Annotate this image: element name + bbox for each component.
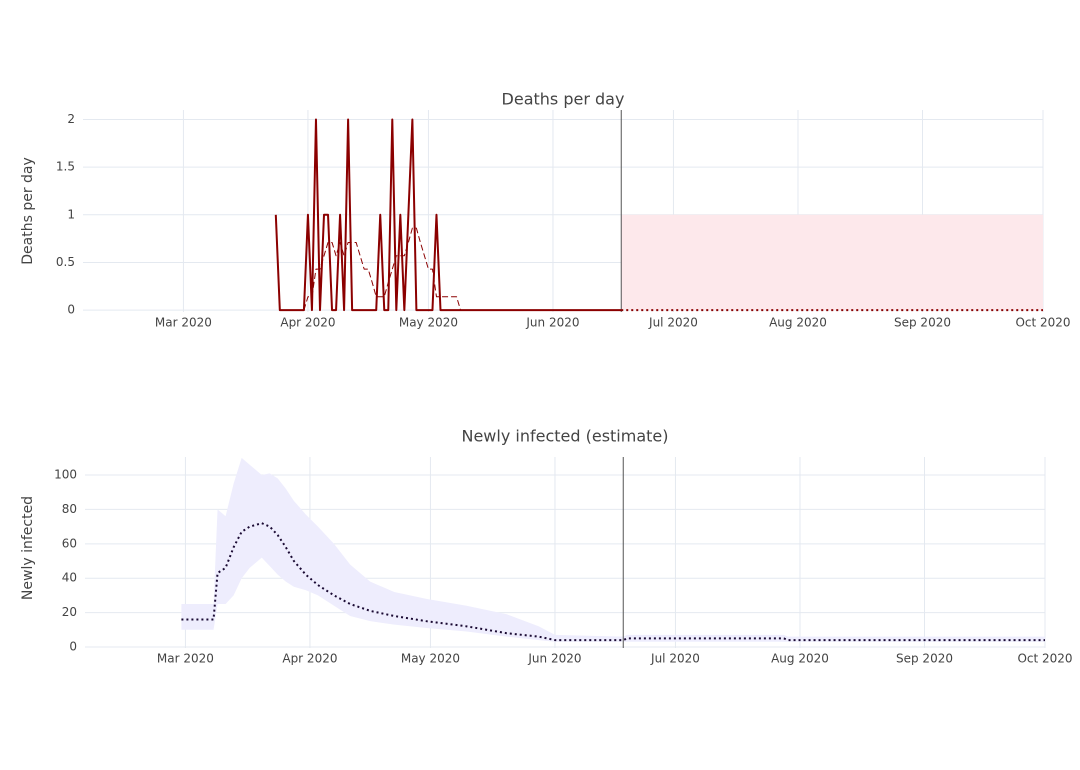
x-tick-label: Jul 2020 [650,652,700,666]
uncertainty-band [181,457,1045,642]
x-tick-label: Sep 2020 [894,316,951,330]
x-tick-label: Mar 2020 [157,652,214,666]
x-tick-label: Jun 2020 [525,316,579,330]
y-tick-label: 40 [62,571,77,585]
x-tick-label: Sep 2020 [896,652,953,666]
y-tick-label: 20 [62,605,77,619]
x-tick-label: Aug 2020 [769,316,827,330]
y-tick-label: 1.5 [56,160,75,174]
x-tick-label: Oct 2020 [1017,652,1072,666]
y-tick-label: 0 [67,303,75,317]
x-tick-label: May 2020 [399,316,458,330]
series-line [274,118,622,312]
y-tick-label: 0 [69,639,77,653]
x-tick-label: Mar 2020 [155,316,212,330]
y-tick-label: 1 [67,207,75,221]
x-tick-label: Jul 2020 [648,316,698,330]
y-axis-title: Deaths per day [20,157,36,265]
y-tick-label: 2 [67,112,75,126]
series-line [303,227,622,311]
x-tick-label: Oct 2020 [1015,316,1070,330]
x-tick-label: Apr 2020 [280,316,335,330]
x-tick-label: Jun 2020 [527,652,581,666]
y-tick-label: 60 [62,536,77,550]
y-tick-label: 100 [54,468,77,482]
y-tick-label: 80 [62,502,77,516]
x-tick-label: May 2020 [401,652,460,666]
uncertainty-band [621,214,1043,311]
x-tick-label: Aug 2020 [771,652,829,666]
x-tick-label: Apr 2020 [282,652,337,666]
y-tick-label: 0.5 [56,255,75,269]
chart-title: Deaths per day [502,90,625,109]
y-axis-title: Newly infected [20,496,36,600]
chart-title: Newly infected (estimate) [461,427,668,446]
